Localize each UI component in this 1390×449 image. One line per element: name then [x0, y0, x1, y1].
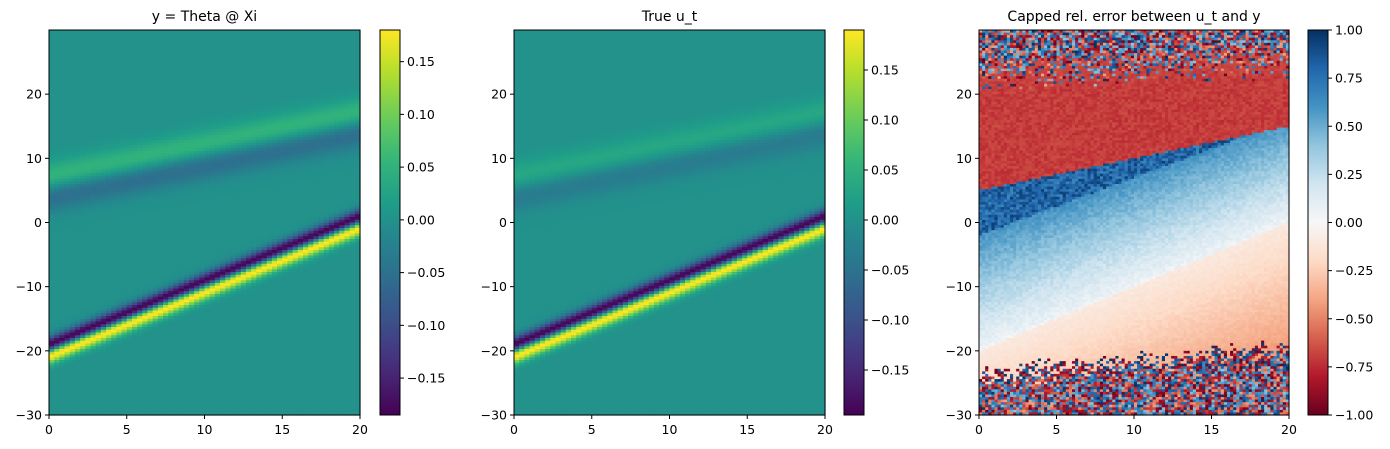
plot-title: y = Theta @ Xi	[152, 9, 257, 25]
heatmap-theta-xi	[49, 30, 361, 416]
